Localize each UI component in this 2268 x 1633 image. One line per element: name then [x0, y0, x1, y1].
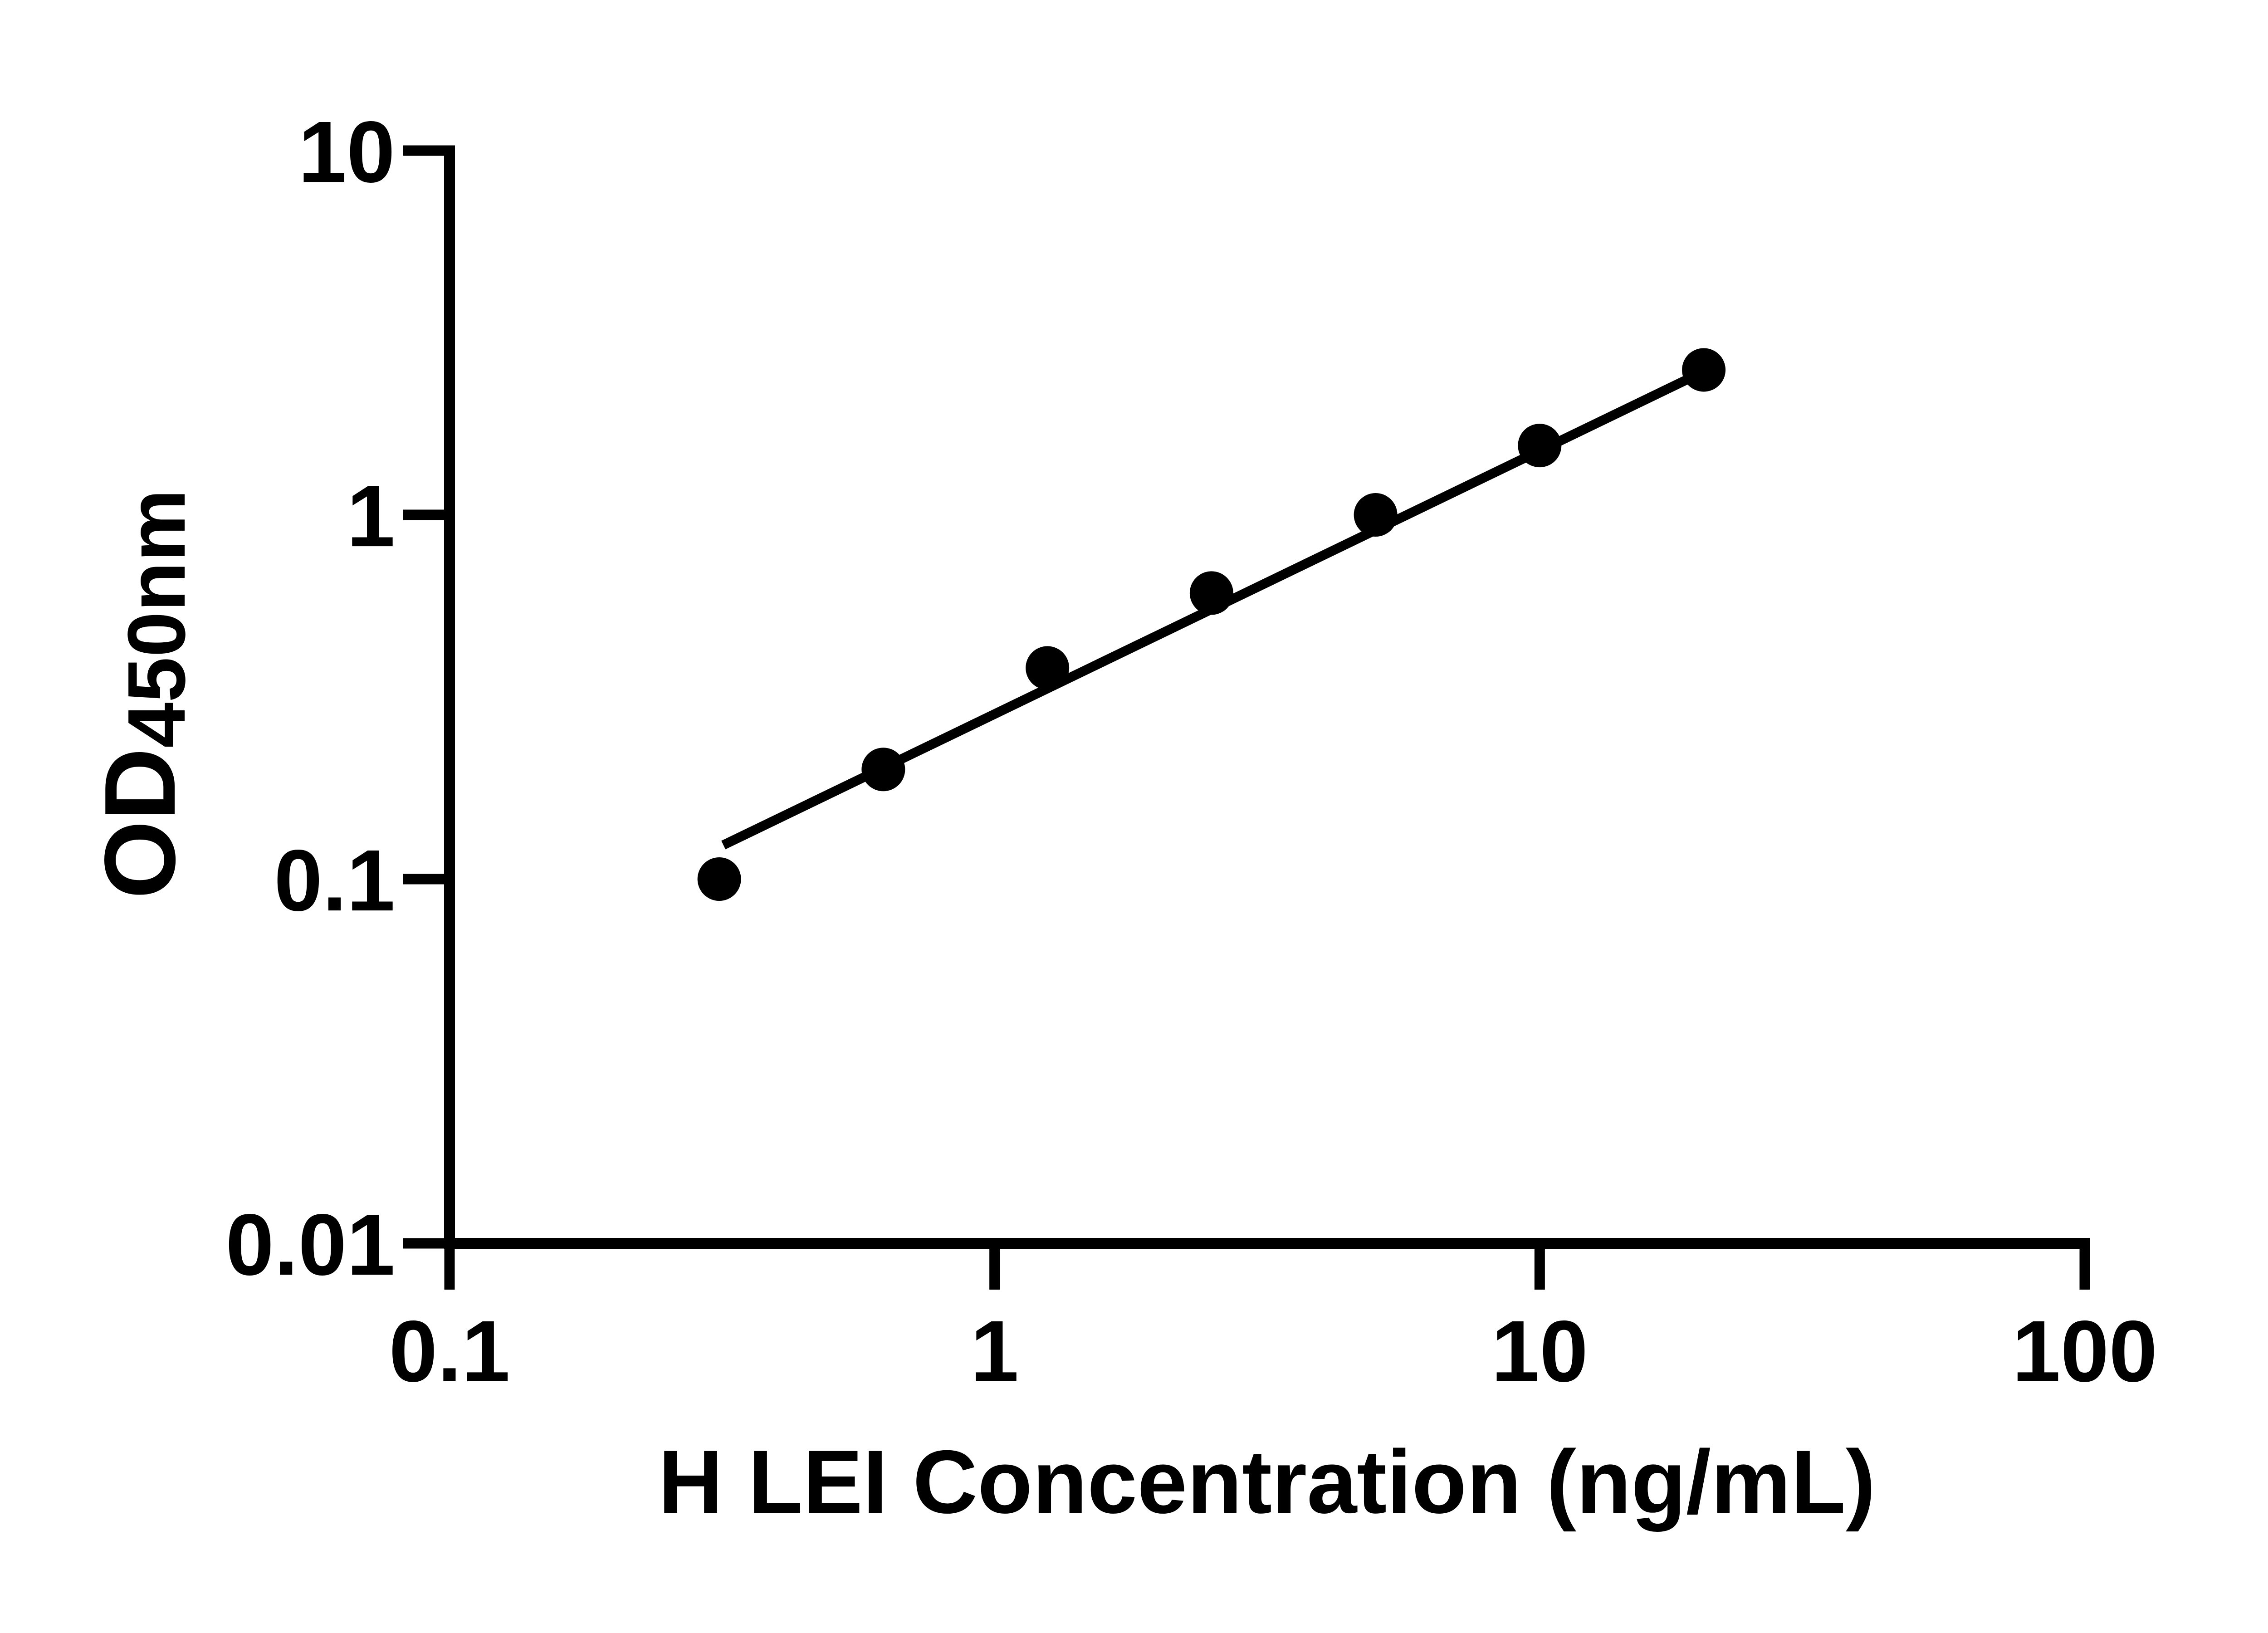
y-tick: [403, 874, 444, 885]
y-tick-label: 10: [298, 103, 395, 200]
x-tick: [989, 1249, 1000, 1290]
data-point-marker: [1518, 424, 1562, 468]
data-point-marker: [1682, 348, 1726, 392]
x-tick-label: 1: [970, 1302, 1019, 1400]
data-point-marker: [861, 748, 905, 792]
data-point-marker: [1189, 571, 1233, 615]
y-axis-title: OD450nm: [84, 489, 202, 899]
x-tick-label: 0.1: [389, 1302, 510, 1400]
x-tick-label: 100: [2012, 1302, 2157, 1400]
y-tick-label: 0.01: [225, 1196, 395, 1293]
x-axis-title: H LEI Concentration (ng/mL): [658, 1432, 1876, 1532]
y-axis-title-subscript: 450nm: [111, 489, 202, 748]
y-axis-line: [444, 145, 455, 1249]
data-point-marker: [697, 857, 741, 901]
y-tick: [403, 509, 444, 520]
data-point-marker: [1354, 493, 1398, 537]
x-axis-line: [444, 1238, 2090, 1249]
x-tick: [2079, 1249, 2090, 1290]
y-tick-label: 1: [347, 467, 395, 565]
x-tick: [1534, 1249, 1545, 1290]
data-point-marker: [1026, 646, 1070, 690]
x-tick: [444, 1249, 455, 1290]
y-tick: [403, 1238, 444, 1249]
y-tick: [403, 145, 444, 156]
y-tick-label: 0.1: [274, 831, 395, 929]
y-axis-title-main: OD: [84, 748, 196, 899]
x-tick-label: 10: [1491, 1302, 1589, 1400]
